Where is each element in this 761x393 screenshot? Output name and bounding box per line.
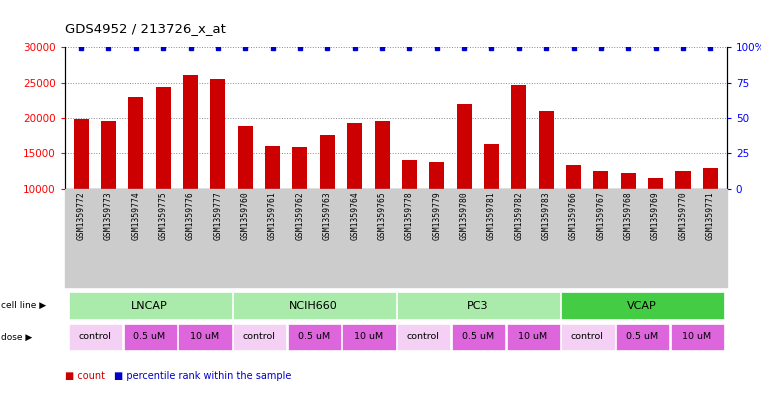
Bar <box>566 165 581 189</box>
Text: GSM1359783: GSM1359783 <box>542 191 551 241</box>
Text: GSM1359777: GSM1359777 <box>213 191 222 241</box>
Text: GSM1359763: GSM1359763 <box>323 191 332 241</box>
Text: cell line ▶: cell line ▶ <box>1 301 46 310</box>
Bar <box>68 324 122 350</box>
Text: 10 uM: 10 uM <box>189 332 218 342</box>
Text: GSM1359762: GSM1359762 <box>295 191 304 241</box>
Text: GSM1359775: GSM1359775 <box>159 191 167 241</box>
Bar <box>539 111 554 189</box>
Text: GSM1359766: GSM1359766 <box>569 191 578 241</box>
Bar <box>397 324 451 350</box>
Bar <box>648 178 663 189</box>
Bar <box>429 162 444 189</box>
Text: GSM1359765: GSM1359765 <box>377 191 387 241</box>
Bar <box>484 144 499 189</box>
Text: control: control <box>406 332 440 342</box>
Bar <box>511 85 527 189</box>
Bar <box>561 324 615 350</box>
Text: GSM1359773: GSM1359773 <box>104 191 113 241</box>
Bar <box>342 324 396 350</box>
Bar <box>178 324 231 350</box>
Bar <box>561 292 724 319</box>
Bar <box>670 324 724 350</box>
Text: control: control <box>78 332 111 342</box>
Bar <box>65 291 727 320</box>
Text: ■ percentile rank within the sample: ■ percentile rank within the sample <box>114 371 291 381</box>
Bar <box>265 146 280 189</box>
Text: 0.5 uM: 0.5 uM <box>626 332 658 342</box>
Bar <box>156 88 170 189</box>
Text: GSM1359760: GSM1359760 <box>240 191 250 241</box>
Bar <box>616 324 670 350</box>
Bar <box>320 135 335 189</box>
Bar <box>123 324 177 350</box>
Bar <box>621 173 635 189</box>
Text: GSM1359781: GSM1359781 <box>487 191 496 241</box>
Text: ■ count: ■ count <box>65 371 105 381</box>
Bar <box>183 75 198 189</box>
Text: GSM1359770: GSM1359770 <box>679 191 687 241</box>
Text: GSM1359771: GSM1359771 <box>706 191 715 241</box>
Text: GSM1359761: GSM1359761 <box>268 191 277 241</box>
Text: 0.5 uM: 0.5 uM <box>133 332 166 342</box>
Text: control: control <box>243 332 275 342</box>
Bar <box>452 324 505 350</box>
Text: GSM1359769: GSM1359769 <box>651 191 660 241</box>
Bar <box>233 324 286 350</box>
Text: GSM1359776: GSM1359776 <box>186 191 195 241</box>
Bar <box>74 119 88 189</box>
Bar <box>457 104 472 189</box>
Text: VCAP: VCAP <box>627 301 657 310</box>
Text: GSM1359772: GSM1359772 <box>77 191 85 241</box>
Text: GSM1359764: GSM1359764 <box>350 191 359 241</box>
Bar <box>101 121 116 189</box>
Bar <box>402 160 417 189</box>
Bar <box>237 127 253 189</box>
Bar <box>65 322 727 352</box>
Text: GSM1359778: GSM1359778 <box>405 191 414 241</box>
Text: dose ▶: dose ▶ <box>1 332 32 342</box>
Bar <box>347 123 362 189</box>
Text: 10 uM: 10 uM <box>354 332 383 342</box>
Text: LNCAP: LNCAP <box>131 301 168 310</box>
Bar <box>68 292 231 319</box>
Text: 0.5 uM: 0.5 uM <box>462 332 494 342</box>
Bar <box>65 189 727 287</box>
Text: GSM1359782: GSM1359782 <box>514 191 524 241</box>
Text: 0.5 uM: 0.5 uM <box>298 332 330 342</box>
Bar <box>292 147 307 189</box>
Text: 10 uM: 10 uM <box>682 332 712 342</box>
Bar <box>233 292 396 319</box>
Text: GSM1359767: GSM1359767 <box>597 191 606 241</box>
Text: GSM1359779: GSM1359779 <box>432 191 441 241</box>
Text: GSM1359780: GSM1359780 <box>460 191 469 241</box>
Bar <box>703 168 718 189</box>
Bar <box>676 171 690 189</box>
Bar <box>288 324 341 350</box>
Bar <box>397 292 560 319</box>
Text: GSM1359768: GSM1359768 <box>624 191 632 241</box>
Bar <box>374 121 390 189</box>
Bar <box>210 79 225 189</box>
Text: NCIH660: NCIH660 <box>289 301 338 310</box>
Text: PC3: PC3 <box>467 301 489 310</box>
Text: control: control <box>571 332 603 342</box>
Text: 10 uM: 10 uM <box>518 332 547 342</box>
Bar <box>129 97 143 189</box>
Text: GDS4952 / 213726_x_at: GDS4952 / 213726_x_at <box>65 22 225 35</box>
Bar <box>594 171 609 189</box>
Text: GSM1359774: GSM1359774 <box>132 191 140 241</box>
Bar <box>507 324 560 350</box>
